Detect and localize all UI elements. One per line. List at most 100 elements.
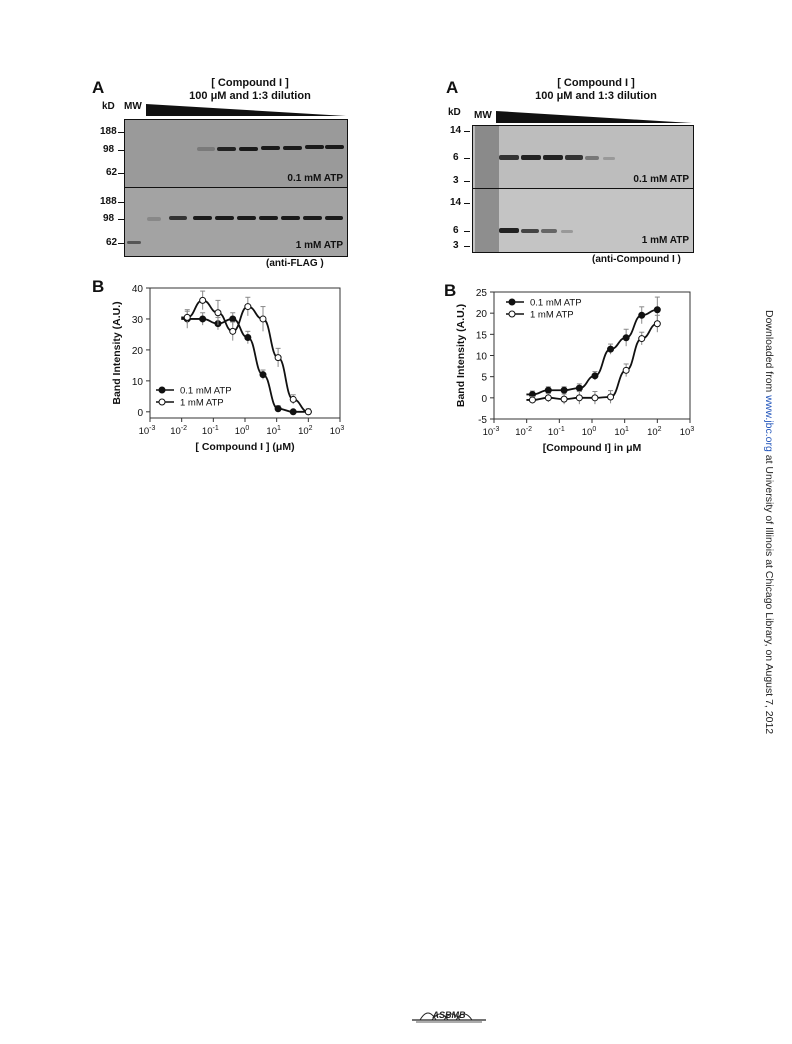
chart1-data-point — [560, 386, 568, 394]
left-gel-lower: 1 mM ATP — [124, 187, 348, 257]
chart0-fit-curve-1 — [181, 299, 309, 413]
chart1-data-point — [638, 335, 646, 343]
chart0-legend-label: 1 mM ATP — [180, 398, 224, 409]
left-marker-188-upper: 188 — [100, 126, 117, 137]
chart1-data-point — [622, 334, 630, 342]
chart0-data-point — [289, 408, 297, 416]
left-marker-98-upper: 98 — [103, 144, 115, 155]
left-panel-a-letter: A — [92, 78, 105, 97]
chart1-legend-marker — [508, 298, 516, 306]
right-gel-upper: 0.1 mM ATP — [472, 125, 694, 190]
chart0-ytick-label: 30 — [132, 315, 144, 326]
chart0-xtick-label: 102 — [298, 425, 313, 437]
left-upper-condition: 0.1 mM ATP — [287, 173, 343, 184]
right-gradient-wedge — [496, 111, 692, 123]
left-gel-header: [ Compound I ] 100 μM and 1:3 dilution — [170, 77, 330, 103]
chart1-data-point — [653, 320, 661, 328]
left-mw-label: MW — [124, 101, 142, 112]
left-gradient-wedge — [146, 104, 346, 116]
chart1-xtick-label: 10-3 — [483, 426, 500, 438]
asbmb-logo-text: ASBMB — [432, 1010, 466, 1020]
chart1-fit-curve-1 — [526, 322, 658, 401]
download-prefix: Downloaded from — [763, 310, 775, 396]
chart1-ytick-label: 15 — [476, 330, 488, 341]
chart0-ytick-label: 40 — [132, 284, 144, 295]
chart1-data-point — [575, 394, 583, 402]
right-lower-condition: 1 mM ATP — [641, 235, 689, 246]
chart0-xtick-label: 103 — [330, 425, 345, 437]
right-kd-label: kD — [448, 107, 461, 118]
chart0-legend-label: 0.1 mM ATP — [180, 386, 232, 397]
chart0-data-point — [244, 303, 252, 311]
left-antibody-label: (anti-FLAG ) — [266, 258, 324, 269]
left-header-line2: 100 μM and 1:3 dilution — [189, 90, 311, 102]
right-marker-14-upper: 14 — [450, 125, 462, 136]
chart0-data-point — [229, 315, 237, 323]
chart1-xtick-label: 10-1 — [548, 426, 565, 438]
chart1-ytick-label: 5 — [481, 373, 487, 384]
right-header-line1: [ Compound I ] — [557, 77, 635, 89]
chart1-xtick-label: 102 — [647, 426, 662, 438]
chart0-xtick-label: 100 — [235, 425, 250, 437]
chart1-data-point — [544, 386, 552, 394]
chart1-ytick-label: -5 — [478, 415, 487, 426]
chart0-data-point — [259, 315, 267, 323]
right-marker-14-lower: 14 — [450, 197, 462, 208]
chart0-data-point — [199, 315, 207, 323]
chart1-xtick-label: 101 — [614, 426, 629, 438]
chart1-ytick-label: 10 — [476, 352, 488, 363]
chart1-ytick-label: 20 — [476, 309, 488, 320]
chart0-legend-marker — [158, 398, 166, 406]
chart0-xtick-label: 10-3 — [139, 425, 156, 437]
chart1-ytick-label: 25 — [476, 288, 488, 299]
chart1-data-point — [607, 345, 615, 353]
chart0-data-point — [199, 296, 207, 304]
right-panel-a-letter: A — [446, 78, 459, 97]
chart0-ytick-label: 10 — [132, 377, 144, 388]
chart1-data-point — [528, 396, 536, 404]
chart1-xtick-label: 103 — [680, 426, 695, 438]
right-upper-condition: 0.1 mM ATP — [633, 174, 689, 185]
right-marker-6-lower: 6 — [453, 225, 459, 236]
left-gel-upper: 0.1 mM ATP — [124, 119, 348, 189]
right-gel-lower: 1 mM ATP — [472, 188, 694, 253]
chart1-data-point — [622, 366, 630, 374]
chart1-data-point — [560, 395, 568, 403]
chart1-xtick-label: 10-2 — [515, 426, 532, 438]
chart1-data-point — [607, 393, 615, 401]
chart1-fit-curve-0 — [526, 308, 658, 396]
right-gel-header: [ Compound I ] 100 μM and 1:3 dilution — [516, 77, 676, 103]
chart0-legend-marker — [158, 386, 166, 394]
chart0-data-point — [244, 334, 252, 342]
chart1-data-point — [591, 394, 599, 402]
chart0-data-point — [274, 405, 282, 413]
left-panel-b-letter: B — [92, 277, 105, 296]
chart0-data-point — [289, 395, 297, 403]
right-dose-response-chart: -5 0 5 10 15 20 25 10-3 10-2 10-1 100 101 102 103 [Com… — [455, 288, 695, 454]
chart1-x-axis-label: [Compound I] in μM — [543, 442, 642, 454]
jbc-link[interactable]: www.jbc.org — [763, 395, 775, 452]
chart1-xtick-label: 100 — [582, 426, 597, 438]
chart0-data-point — [304, 408, 312, 416]
chart0-y-axis-label: Band Intensity (A.U.) — [111, 301, 123, 404]
right-header-line2: 100 μM and 1:3 dilution — [535, 90, 657, 102]
chart0-data-point — [229, 327, 237, 335]
chart0-data-point — [183, 313, 191, 321]
chart1-legend-label: 1 mM ATP — [530, 310, 574, 321]
right-marker-3-lower: 3 — [453, 240, 459, 251]
left-marker-98-lower: 98 — [103, 213, 115, 224]
left-dose-response-chart: 0 10 20 30 40 10-3 10-2 10-1 100 101 102 103 [ Compo… — [111, 284, 345, 453]
left-kd-label: kD — [102, 101, 115, 112]
download-notice: Downloaded from www.jbc.org at Universit… — [758, 310, 778, 740]
chart0-xtick-label: 10-2 — [170, 425, 187, 437]
asbmb-logo: ASBMB — [412, 1010, 486, 1023]
chart0-fit-curve-0 — [181, 318, 309, 413]
chart0-ytick-label: 20 — [132, 346, 144, 357]
chart1-ytick-label: 0 — [481, 394, 487, 405]
chart0-data-point — [259, 371, 267, 379]
chart1-data-point — [591, 372, 599, 380]
left-marker-62-upper: 62 — [106, 167, 118, 178]
right-mw-label: MW — [474, 110, 492, 121]
chart1-legend-label: 0.1 mM ATP — [530, 298, 582, 309]
download-suffix: at University of Illinois at Chicago Lib… — [763, 451, 775, 735]
